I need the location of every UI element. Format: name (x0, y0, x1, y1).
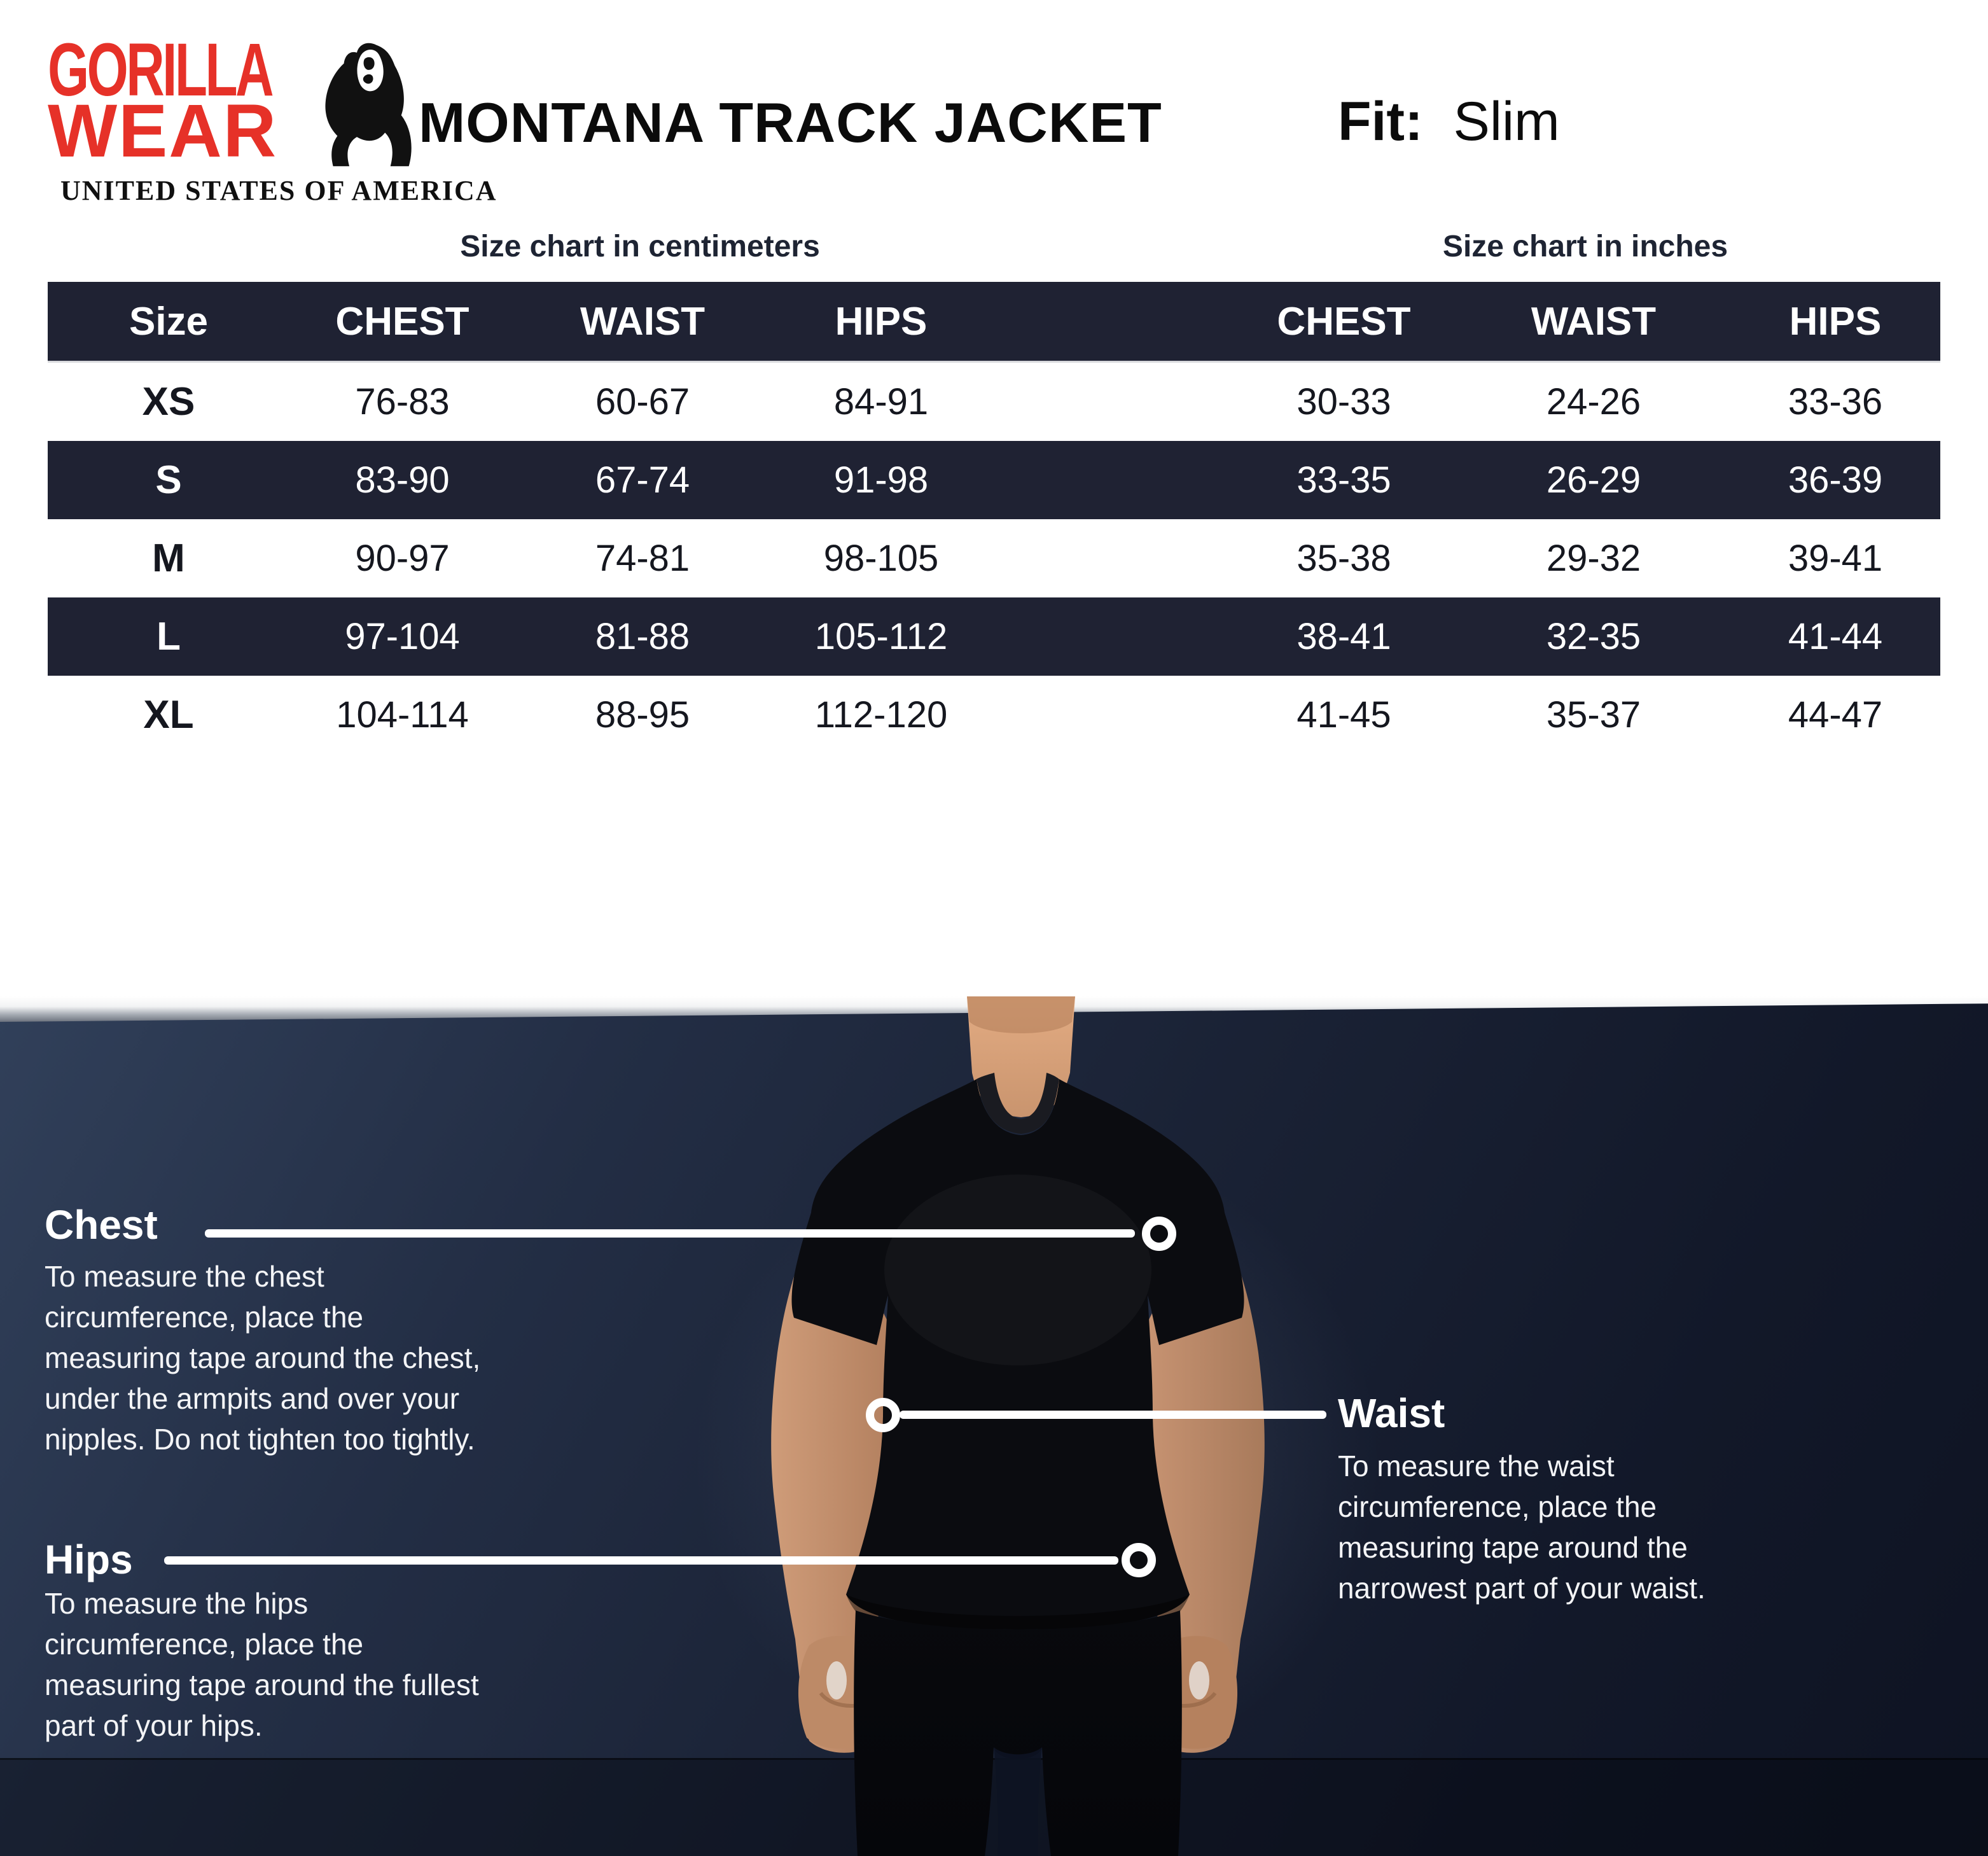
cell-cm-chest: 90-97 (355, 538, 450, 579)
hips-heading: Hips (45, 1537, 133, 1582)
floor-band (0, 1758, 1988, 1856)
hips-line (164, 1556, 1118, 1565)
header-in-waist: WAIST (1531, 299, 1657, 344)
table-row-s: S 83-90 67-74 91-98 33-35 26-29 36-39 (48, 441, 1940, 519)
cell-size: S (155, 458, 182, 502)
cell-size: M (152, 536, 185, 580)
cell-in-waist: 35-37 (1546, 694, 1641, 736)
cell-in-waist: 32-35 (1546, 616, 1641, 657)
chest-instructions: To measure the chest circumference, plac… (45, 1260, 481, 1456)
waist-point-circle (866, 1398, 900, 1432)
cell-in-waist: 24-26 (1546, 381, 1641, 422)
cell-in-hips: 39-41 (1788, 538, 1883, 579)
cell-in-waist: 29-32 (1546, 538, 1641, 579)
cell-size: XS (142, 380, 195, 424)
header-cm-waist: WAIST (580, 299, 706, 344)
measurement-guide-section: Chest To measure the chest circumference… (0, 996, 1988, 1856)
brand-logo-line2: WEAR (48, 89, 278, 173)
cell-cm-hips: 98-105 (823, 538, 939, 579)
waist-line (900, 1411, 1326, 1419)
cell-in-hips: 41-44 (1788, 616, 1883, 657)
hips-instructions: To measure the hips circumference, place… (45, 1587, 479, 1742)
chest-point-circle (1142, 1217, 1176, 1251)
table-row-m: M 90-97 74-81 98-105 35-38 29-32 39-41 (48, 519, 1940, 597)
caption-inches: Size chart in inches (1442, 230, 1728, 263)
cell-cm-hips: 112-120 (814, 694, 948, 736)
cell-in-hips: 36-39 (1788, 459, 1883, 501)
size-table: Size CHEST WAIST HIPS CHEST WAIST HIPS X… (48, 282, 1940, 754)
model-photo (771, 996, 1265, 1856)
cell-cm-waist: 60-67 (595, 381, 690, 422)
cell-size: L (156, 615, 181, 659)
header-cm-hips: HIPS (835, 299, 928, 344)
cell-in-hips: 44-47 (1788, 694, 1883, 736)
cell-in-chest: 33-35 (1296, 459, 1391, 501)
waist-instructions: To measure the waist circumference, plac… (1338, 1449, 1706, 1605)
cell-cm-chest: 83-90 (355, 459, 450, 501)
cell-cm-chest: 97-104 (345, 616, 460, 657)
cell-cm-chest: 104-114 (336, 694, 469, 736)
header-size: Size (129, 299, 209, 344)
table-row-l: L 97-104 81-88 105-112 38-41 32-35 41-44 (48, 597, 1940, 676)
fit-label: Fit: (1338, 91, 1423, 152)
brand-logo-line1: GORILLA (48, 28, 274, 112)
caption-centimeters: Size chart in centimeters (460, 230, 820, 263)
brand-logo: GORILLA WEAR UNITED STATES OF AMERICA (48, 28, 496, 211)
fit-info: Fit: Slim (1338, 90, 1560, 153)
table-row-xs: XS 76-83 60-67 84-91 30-33 24-26 33-36 (48, 363, 1940, 441)
hips-point-circle (1122, 1543, 1156, 1577)
cell-size: XL (143, 693, 194, 737)
fit-value (1438, 91, 1454, 152)
header-in-hips: HIPS (1789, 299, 1882, 344)
cell-cm-hips: 84-91 (833, 381, 929, 422)
cell-in-chest: 35-38 (1296, 538, 1391, 579)
cell-in-waist: 26-29 (1546, 459, 1641, 501)
waist-heading: Waist (1338, 1390, 1445, 1436)
cell-in-chest: 41-45 (1296, 694, 1391, 736)
table-row-xl: XL 104-114 88-95 112-120 41-45 35-37 44-… (48, 676, 1940, 754)
cell-in-chest: 30-33 (1296, 381, 1391, 422)
cell-cm-waist: 81-88 (595, 616, 690, 657)
cell-cm-chest: 76-83 (355, 381, 450, 422)
header-in-chest: CHEST (1277, 299, 1411, 344)
cell-cm-waist: 74-81 (595, 538, 690, 579)
cell-cm-hips: 91-98 (833, 459, 929, 501)
chest-line (205, 1229, 1135, 1238)
cell-cm-waist: 67-74 (595, 459, 690, 501)
cell-in-hips: 33-36 (1788, 381, 1883, 422)
brand-tagline: UNITED STATES OF AMERICA (60, 175, 497, 206)
gorilla-icon (325, 43, 412, 167)
table-header-row: Size CHEST WAIST HIPS CHEST WAIST HIPS (48, 282, 1940, 363)
header-cm-chest: CHEST (335, 299, 469, 344)
chest-heading: Chest (45, 1202, 158, 1248)
cell-in-chest: 38-41 (1296, 616, 1391, 657)
page-title: MONTANA TRACK JACKET (419, 91, 1162, 154)
cell-cm-waist: 88-95 (595, 694, 690, 736)
fit-value-text: Slim (1453, 91, 1560, 152)
cell-cm-hips: 105-112 (814, 616, 948, 657)
